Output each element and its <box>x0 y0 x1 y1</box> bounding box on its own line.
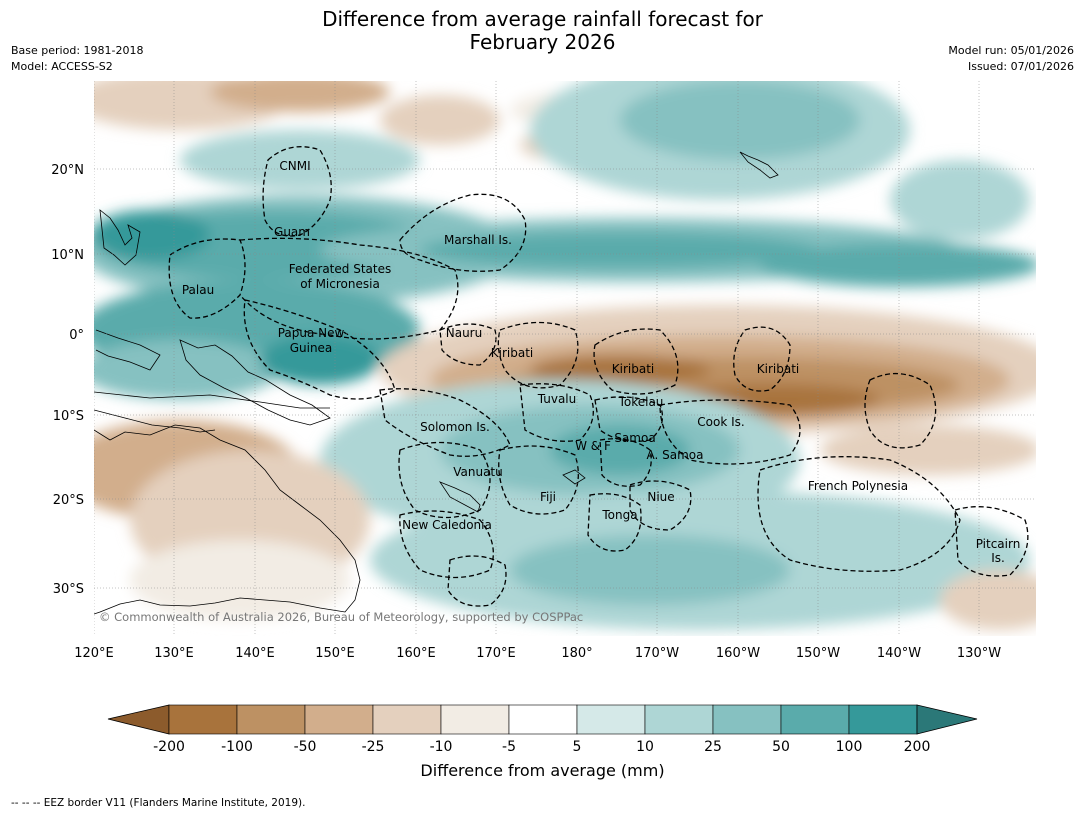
meta-left: Base period: 1981-2018 Model: ACCESS-S2 <box>11 43 143 75</box>
place-labels: CNMI Guam Marshall Is. Federated States … <box>182 159 1020 565</box>
model-run-text: Model run: 05/01/2026 <box>948 44 1074 57</box>
colorbar-ticks: -200 -100 -50 -25 -10 -5 5 10 25 50 100 200 <box>153 739 930 755</box>
eez-borders <box>168 146 1029 607</box>
lon-label: 170°W <box>635 646 679 661</box>
lat-label: 10°N <box>51 248 84 263</box>
label-fsm-1: Federated States <box>289 262 391 276</box>
eez-footer-note: -- -- -- EEZ border V11 (Flanders Marine… <box>11 797 306 809</box>
model-text: Model: ACCESS-S2 <box>11 60 113 73</box>
label-kiribati-central: Kiribati <box>612 362 654 376</box>
colorbar-extend-low <box>107 704 170 735</box>
meta-right: Model run: 05/01/2026 Issued: 07/01/2026 <box>948 43 1074 75</box>
label-pitcairn-2: Is. <box>991 551 1005 565</box>
label-solomon: Solomon Is. <box>420 420 490 434</box>
lat-label: 20°N <box>51 163 84 178</box>
lat-label: 30°S <box>53 582 84 597</box>
colorbar-swatch <box>236 704 306 735</box>
colorbar-tick-label: -200 <box>153 739 185 755</box>
colorbar-tick-label: 5 <box>573 739 582 755</box>
label-tonga: Tonga <box>601 508 637 522</box>
title-line-1: Difference from average rainfall forecas… <box>322 7 763 31</box>
lat-label: 20°S <box>53 493 84 508</box>
colorbar-tick-label: 200 <box>904 739 931 755</box>
colorbar-swatches <box>168 704 918 735</box>
lon-label: 170°E <box>476 646 516 661</box>
lon-label: 160°E <box>396 646 436 661</box>
colorbar-extend-high <box>916 704 978 735</box>
label-guam: Guam <box>274 225 310 239</box>
label-png-1: Papua New <box>278 326 345 340</box>
lon-label: 130°E <box>154 646 194 661</box>
label-fiji: Fiji <box>540 490 556 504</box>
lon-label: 140°W <box>877 646 921 661</box>
label-png-2: Guinea <box>290 341 333 355</box>
base-period-text: Base period: 1981-2018 <box>11 44 144 57</box>
colorbar-swatch <box>644 704 714 735</box>
colorbar-tick-label: -100 <box>221 739 253 755</box>
issued-text: Issued: 07/01/2026 <box>967 60 1074 73</box>
lon-label: 130°W <box>957 646 1001 661</box>
colorbar-swatch <box>848 704 918 735</box>
label-wf: W & F <box>575 439 611 453</box>
colorbar-tick-label: 100 <box>836 739 863 755</box>
colorbar-swatch <box>440 704 510 735</box>
colorbar-tick-label: 25 <box>704 739 722 755</box>
colorbar-swatch <box>372 704 442 735</box>
label-french-polynesia: French Polynesia <box>808 479 908 493</box>
label-niue: Niue <box>647 490 674 504</box>
copyright-text: © Commonwealth of Australia 2026, Bureau… <box>99 610 583 624</box>
anomaly-field: CNMI Guam Marshall Is. Federated States … <box>94 81 1036 636</box>
label-cnmi: CNMI <box>279 159 310 173</box>
label-cook: Cook Is. <box>697 415 744 429</box>
colorbar-tick-label: 50 <box>772 739 790 755</box>
label-asamoa: A. Samoa <box>647 448 704 462</box>
label-pitcairn-1: Pitcairn <box>976 537 1021 551</box>
colorbar: -200 -100 -50 -25 -10 -5 5 10 25 50 100 200 <box>107 704 978 755</box>
label-palau: Palau <box>182 283 214 297</box>
label-vanuatu: Vanuatu <box>453 465 503 479</box>
colorbar-swatch <box>508 704 578 735</box>
colorbar-tick-label: -5 <box>502 739 516 755</box>
colorbar-tick-label: -25 <box>362 739 385 755</box>
colorbar-tick-label: -10 <box>430 739 453 755</box>
longitude-labels: 120°E 130°E 140°E 150°E 160°E 170°E 180°… <box>74 646 1001 661</box>
coastlines <box>94 151 779 615</box>
lon-label: 160°W <box>716 646 760 661</box>
label-samoa: Samoa <box>614 431 655 445</box>
label-marshall: Marshall Is. <box>444 233 512 247</box>
chart-title: Difference from average rainfall forecas… <box>0 8 1085 54</box>
colorbar-tick-label: 10 <box>636 739 654 755</box>
lat-label: 0° <box>69 328 84 343</box>
colorbar-tick-label: -50 <box>294 739 317 755</box>
lon-label: 140°E <box>235 646 275 661</box>
lon-label: 180° <box>561 646 592 661</box>
lon-label: 150°W <box>796 646 840 661</box>
title-line-2: February 2026 <box>469 30 616 54</box>
label-new-caledonia: New Caledonia <box>402 518 492 532</box>
label-kiribati-east: Kiribati <box>757 362 799 376</box>
colorbar-swatch <box>168 704 238 735</box>
gridlines <box>94 81 1036 636</box>
colorbar-title: Difference from average (mm) <box>420 761 665 780</box>
colorbar-swatch <box>576 704 646 735</box>
lon-label: 120°E <box>74 646 114 661</box>
colorbar-swatch <box>712 704 782 735</box>
colorbar-swatch <box>780 704 850 735</box>
colorbar-swatch <box>304 704 374 735</box>
latitude-labels: 20°N 10°N 0° 10°S 20°S 30°S <box>51 163 84 597</box>
label-fsm-2: of Micronesia <box>300 277 380 291</box>
label-tokelau: Tokelau <box>618 395 664 409</box>
label-kiribati-west: Kiribati <box>491 346 533 360</box>
lon-label: 150°E <box>315 646 355 661</box>
lat-label: 10°S <box>53 409 84 424</box>
label-tuvalu: Tuvalu <box>537 392 577 406</box>
label-nauru: Nauru <box>446 326 482 340</box>
